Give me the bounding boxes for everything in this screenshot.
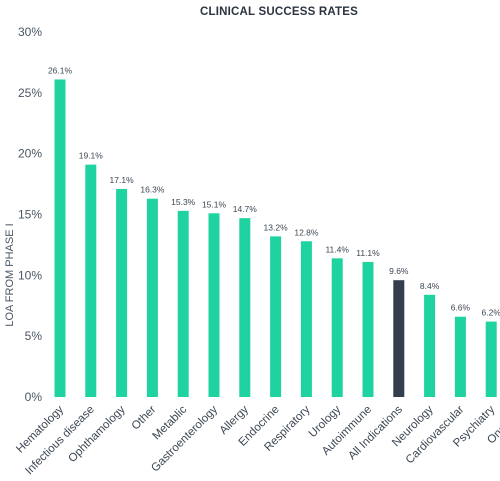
data-label: 19.1% bbox=[79, 151, 104, 161]
bar-urology bbox=[331, 258, 343, 397]
category-label: Ophthamology bbox=[66, 403, 128, 465]
data-label: 26.1% bbox=[48, 65, 73, 75]
data-labels: 26.1% 19.1% 17.1% 16.3% 15.3% 15.1% 14.7% 13.2%… bbox=[48, 65, 500, 318]
data-label: 11.1% bbox=[356, 248, 380, 258]
bar-hematology bbox=[54, 79, 66, 397]
bar-metablic bbox=[177, 210, 189, 397]
y-tick-label: 0% bbox=[25, 390, 43, 404]
bar-infectious-disease bbox=[85, 164, 97, 397]
data-label: 9.6% bbox=[389, 266, 409, 276]
category-label: All Indications bbox=[346, 403, 405, 462]
bars bbox=[54, 79, 497, 397]
y-tick-label: 5% bbox=[25, 329, 43, 343]
data-label: 16.3% bbox=[140, 185, 165, 195]
y-axis-label: LOA FROM PHASE I bbox=[4, 223, 16, 326]
bar-ophthamology bbox=[116, 188, 128, 397]
category-label: Other bbox=[130, 404, 159, 433]
data-label: 13.2% bbox=[264, 222, 289, 232]
y-tick-label: 30% bbox=[18, 25, 42, 39]
chart-title: CLINICAL SUCCESS RATES bbox=[200, 6, 358, 18]
bar-all-indications bbox=[393, 280, 405, 397]
data-label: 8.4% bbox=[420, 281, 440, 291]
data-label: 6.6% bbox=[451, 303, 471, 313]
bar-cardiovascular bbox=[454, 316, 466, 397]
bar-other bbox=[146, 198, 158, 397]
y-tick-label: 15% bbox=[18, 208, 42, 222]
bar-endocrine bbox=[270, 236, 282, 397]
y-tick-label: 10% bbox=[18, 268, 42, 282]
data-label: 6.2% bbox=[482, 308, 500, 318]
bar-autoimmune bbox=[362, 261, 374, 397]
data-label: 17.1% bbox=[110, 175, 135, 185]
bar-psychiatry bbox=[485, 321, 497, 397]
y-axis-ticks: 0% 5% 10% 15% 20% 25% 30% bbox=[18, 25, 42, 404]
data-label: 15.3% bbox=[171, 197, 196, 207]
y-tick-label: 20% bbox=[18, 147, 42, 161]
bar-gastroenterology bbox=[208, 213, 220, 397]
bar-allergy bbox=[239, 218, 251, 397]
data-label: 11.4% bbox=[325, 244, 349, 254]
bar-neurology bbox=[424, 294, 436, 397]
bar-respiratory bbox=[300, 241, 312, 397]
y-tick-label: 25% bbox=[18, 86, 42, 100]
data-label: 14.7% bbox=[233, 204, 258, 214]
data-label: 15.1% bbox=[202, 199, 227, 209]
data-label: 12.8% bbox=[294, 227, 319, 237]
